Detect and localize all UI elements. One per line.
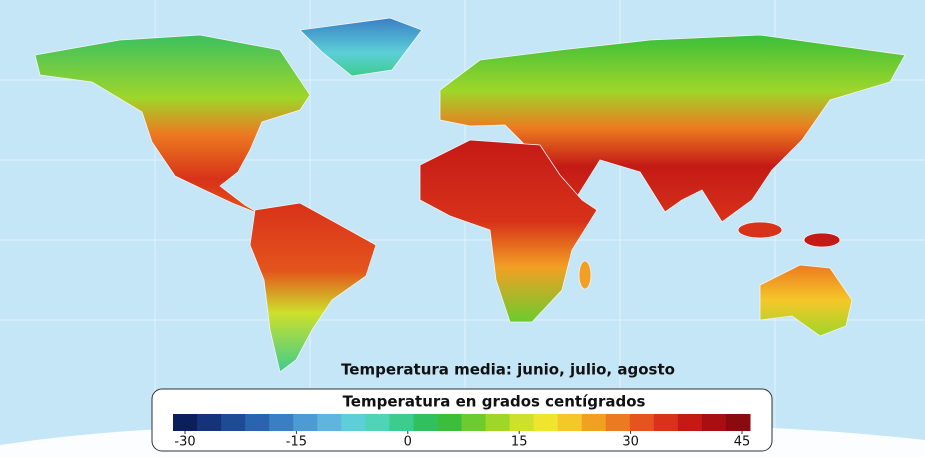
indonesia xyxy=(737,221,783,239)
new-guinea xyxy=(803,232,841,248)
australia xyxy=(759,264,853,337)
colorbar-swatch xyxy=(413,414,438,431)
colorbar-swatch xyxy=(461,414,487,431)
south-america xyxy=(249,202,377,373)
tick-label: 0 xyxy=(404,435,412,450)
tick-label: 30 xyxy=(622,435,639,450)
colorbar-swatch xyxy=(605,414,631,431)
tick-label: 45 xyxy=(734,435,751,450)
greenland xyxy=(299,17,423,77)
tick-label: 15 xyxy=(511,435,528,450)
colorbar-swatch xyxy=(173,414,198,431)
colorbar-swatch xyxy=(245,414,270,431)
colorbar-swatch xyxy=(677,414,703,431)
colorbar-swatch xyxy=(269,414,294,431)
colorbar-swatch xyxy=(629,414,655,431)
colorbar-swatch xyxy=(197,414,222,431)
colorbar-swatch xyxy=(293,414,318,431)
colorbar-swatch xyxy=(437,414,462,431)
madagascar xyxy=(578,260,592,290)
map-title: Temperatura media: junio, julio, agosto xyxy=(341,361,675,379)
colorbar-swatch xyxy=(533,414,559,431)
north-america xyxy=(34,34,311,216)
colorbar-swatch xyxy=(509,414,535,431)
africa xyxy=(419,139,598,323)
tick-label: -15 xyxy=(286,435,307,450)
colorbar-swatch xyxy=(701,414,727,431)
colorbar-swatch xyxy=(557,414,583,431)
continents xyxy=(0,17,925,457)
colorbar-swatch xyxy=(221,414,246,431)
colorbar-swatch xyxy=(725,414,751,431)
colorbar-swatch xyxy=(653,414,679,431)
colorbar-swatch xyxy=(389,414,414,431)
legend-title: Temperatura en grados centígrados xyxy=(343,393,646,411)
colorbar-swatch xyxy=(581,414,607,431)
colorbar-swatch xyxy=(341,414,366,431)
colorbar-swatch xyxy=(485,414,511,431)
colorbar-swatch xyxy=(317,414,342,431)
tick-label: -30 xyxy=(174,435,195,450)
colorbar-swatch xyxy=(365,414,390,431)
